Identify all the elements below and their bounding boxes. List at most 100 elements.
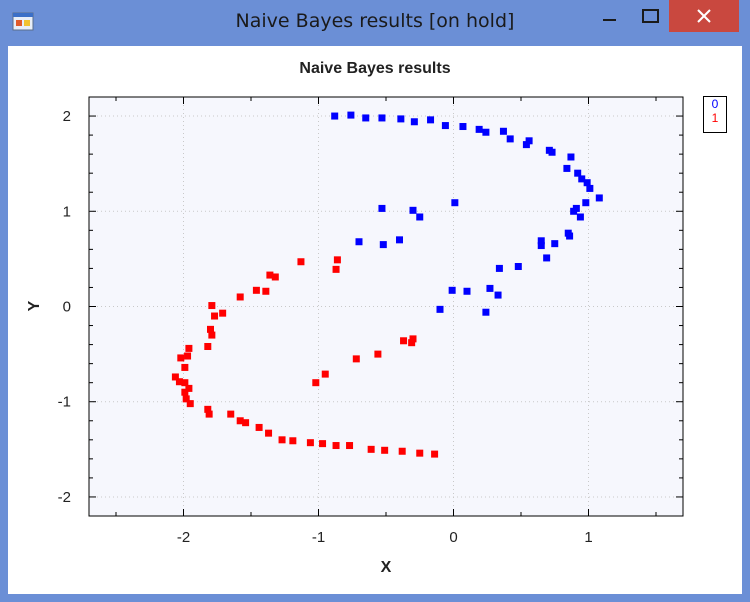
data-point-series-0 xyxy=(355,238,363,246)
data-point-series-0 xyxy=(543,254,551,262)
data-point-series-0 xyxy=(576,213,584,221)
data-point-series-1 xyxy=(332,442,340,450)
data-point-series-1 xyxy=(374,350,382,358)
gridlines xyxy=(89,97,683,516)
y-axis-label: Y xyxy=(26,300,43,311)
data-point-series-0 xyxy=(563,164,571,172)
data-point-series-0 xyxy=(451,199,459,207)
data-point-series-1 xyxy=(208,331,216,339)
data-point-series-1 xyxy=(352,355,360,363)
data-point-series-1 xyxy=(319,440,327,448)
data-point-series-1 xyxy=(185,344,193,352)
data-point-series-0 xyxy=(548,148,556,156)
data-point-series-0 xyxy=(362,114,370,122)
app-icon[interactable] xyxy=(12,11,34,33)
y-tick-label: 1 xyxy=(63,203,71,220)
legend-item-0: 0 xyxy=(711,97,719,111)
data-point-series-0 xyxy=(525,137,533,145)
data-point-series-1 xyxy=(381,446,389,454)
legend: 0 1 xyxy=(703,96,727,133)
data-point-series-0 xyxy=(522,141,530,149)
x-tick-label: -2 xyxy=(177,529,190,546)
data-point-series-1 xyxy=(252,286,260,294)
data-point-series-1 xyxy=(265,429,273,437)
title-bar[interactable]: Naive Bayes results [on hold] xyxy=(0,0,750,45)
x-axis-label: X xyxy=(381,559,392,576)
data-point-series-1 xyxy=(306,439,314,447)
data-point-series-0 xyxy=(514,263,522,271)
data-point-series-0 xyxy=(482,308,490,316)
maximize-icon xyxy=(642,9,659,23)
data-point-series-1 xyxy=(398,447,406,455)
chart-title: Naive Bayes results xyxy=(299,60,451,77)
data-point-series-0 xyxy=(463,287,471,295)
data-point-series-0 xyxy=(409,206,417,214)
data-point-series-0 xyxy=(537,242,545,250)
data-point-series-1 xyxy=(409,335,417,343)
window-title: Naive Bayes results [on hold] xyxy=(235,10,515,32)
close-icon xyxy=(697,9,711,23)
data-point-series-0 xyxy=(410,118,418,126)
data-point-series-1 xyxy=(255,423,263,431)
close-button[interactable] xyxy=(669,0,739,32)
y-tick-label: 2 xyxy=(63,108,71,125)
data-point-series-1 xyxy=(289,437,297,445)
data-point-series-0 xyxy=(595,194,603,202)
data-point-series-1 xyxy=(181,388,189,396)
maximize-button[interactable] xyxy=(633,0,669,34)
data-point-series-1 xyxy=(205,410,213,418)
data-point-series-1 xyxy=(177,354,185,362)
data-point-series-0 xyxy=(331,112,339,120)
data-point-series-0 xyxy=(378,204,386,212)
x-tick-label: 1 xyxy=(584,529,592,546)
data-point-series-1 xyxy=(208,302,216,310)
y-tick-label: -1 xyxy=(58,394,71,411)
data-point-series-0 xyxy=(586,184,594,192)
data-point-series-0 xyxy=(441,122,449,130)
data-point-series-0 xyxy=(551,240,559,248)
data-point-series-0 xyxy=(566,232,574,240)
data-point-series-0 xyxy=(475,125,483,133)
data-point-series-1 xyxy=(416,449,424,457)
data-point-series-0 xyxy=(499,127,507,135)
data-point-series-1 xyxy=(400,337,408,345)
data-point-series-1 xyxy=(297,258,305,266)
data-point-series-1 xyxy=(227,410,235,418)
data-point-series-0 xyxy=(506,135,514,143)
data-point-series-1 xyxy=(211,312,219,320)
data-point-series-0 xyxy=(578,175,586,183)
data-point-series-1 xyxy=(219,309,227,317)
data-point-series-0 xyxy=(495,264,503,272)
data-point-series-1 xyxy=(186,400,194,408)
data-point-series-1 xyxy=(184,352,192,360)
data-point-series-1 xyxy=(367,445,375,453)
data-point-series-0 xyxy=(574,169,582,177)
data-point-series-0 xyxy=(582,199,590,207)
data-point-series-1 xyxy=(346,442,354,450)
data-point-series-0 xyxy=(494,291,502,299)
minimize-button[interactable] xyxy=(587,0,633,34)
data-point-series-0 xyxy=(379,241,387,249)
data-points xyxy=(171,111,603,458)
data-point-series-0 xyxy=(570,207,578,215)
data-point-series-1 xyxy=(262,287,270,295)
x-tick-label: -1 xyxy=(312,529,325,546)
data-point-series-0 xyxy=(427,116,435,124)
data-point-series-0 xyxy=(416,213,424,221)
data-point-series-1 xyxy=(207,325,214,333)
data-point-series-0 xyxy=(448,286,456,294)
data-point-series-1 xyxy=(185,384,193,392)
data-point-series-0 xyxy=(482,128,490,136)
data-point-series-1 xyxy=(312,379,320,387)
data-point-series-1 xyxy=(182,395,190,403)
axis-ticks: -2 -1 0 1 2 1 0 -1 -2 xyxy=(58,96,683,546)
y-tick-label: 0 xyxy=(63,299,71,316)
data-point-series-0 xyxy=(537,237,545,245)
data-point-series-1 xyxy=(181,363,189,371)
data-point-series-1 xyxy=(181,379,189,387)
data-point-series-1 xyxy=(236,293,244,301)
data-point-series-1 xyxy=(204,342,212,350)
data-point-series-0 xyxy=(459,123,467,131)
